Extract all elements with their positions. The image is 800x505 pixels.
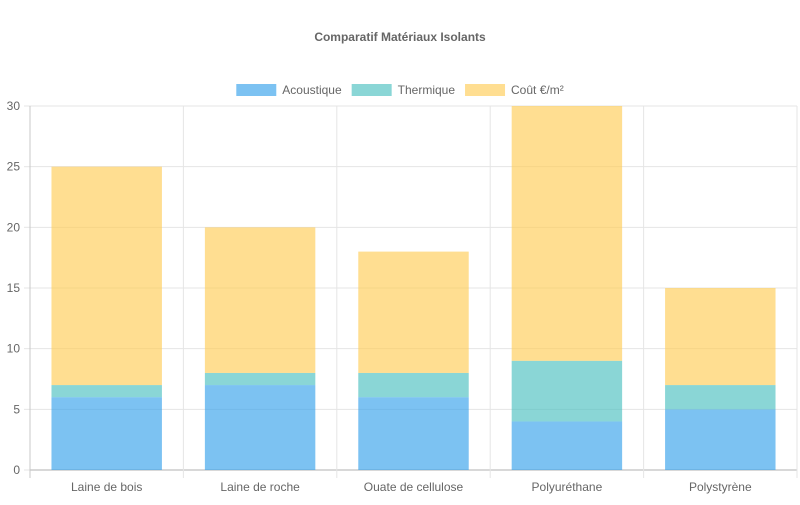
y-tick-label: 20 bbox=[7, 220, 21, 234]
bar-co-t-m[interactable] bbox=[665, 288, 776, 386]
bars-layer bbox=[51, 106, 776, 470]
y-tick-label: 15 bbox=[7, 281, 21, 295]
y-tick-label: 25 bbox=[7, 160, 21, 174]
bar-acoustique[interactable] bbox=[665, 409, 776, 470]
bar-thermique[interactable] bbox=[51, 385, 162, 398]
x-tick-label: Laine de bois bbox=[71, 480, 142, 494]
legend-label: Coût €/m² bbox=[511, 83, 564, 97]
legend-swatch[interactable] bbox=[465, 84, 506, 96]
x-tick-label: Ouate de cellulose bbox=[364, 480, 464, 494]
legend-label: Acoustique bbox=[282, 83, 342, 97]
chart-title: Comparatif Matériaux Isolants bbox=[314, 30, 486, 44]
bar-co-t-m[interactable] bbox=[511, 106, 623, 361]
bar-thermique[interactable] bbox=[511, 360, 623, 422]
chart-legend: Acoustique Thermique Coût €/m² bbox=[236, 83, 564, 97]
axes-layer: 0 5 10 15 20 25 30 Laine de bois Laine de roche O… bbox=[7, 99, 752, 494]
y-tick-label: 5 bbox=[13, 402, 20, 416]
x-tick-label: Polystyrène bbox=[689, 480, 752, 494]
x-tick-label: Laine de roche bbox=[220, 480, 300, 494]
y-tick-label: 0 bbox=[13, 463, 20, 477]
bar-thermique[interactable] bbox=[204, 372, 316, 386]
y-tick-label: 10 bbox=[7, 342, 21, 356]
legend-label: Thermique bbox=[398, 83, 456, 97]
bar-acoustique[interactable] bbox=[511, 421, 623, 470]
bar-co-t-m[interactable] bbox=[358, 251, 469, 373]
legend-swatch[interactable] bbox=[351, 84, 392, 96]
bar-acoustique[interactable] bbox=[204, 385, 316, 470]
bar-thermique[interactable] bbox=[358, 372, 469, 398]
bar-acoustique[interactable] bbox=[358, 397, 469, 470]
bar-acoustique[interactable] bbox=[51, 397, 162, 470]
bar-co-t-m[interactable] bbox=[204, 227, 316, 373]
bar-co-t-m[interactable] bbox=[51, 166, 162, 386]
y-tick-label: 30 bbox=[7, 99, 21, 113]
legend-swatch[interactable] bbox=[236, 84, 277, 96]
x-tick-label: Polyuréthane bbox=[532, 480, 603, 494]
bar-thermique[interactable] bbox=[665, 385, 776, 410]
